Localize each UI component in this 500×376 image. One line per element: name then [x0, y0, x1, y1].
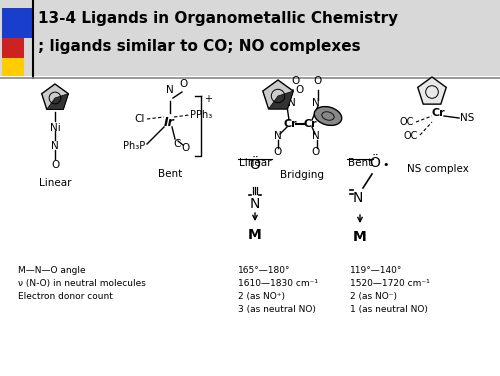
Polygon shape	[47, 94, 68, 109]
Text: Bent: Bent	[348, 158, 372, 168]
Text: N: N	[353, 191, 363, 205]
Text: PPh₃: PPh₃	[190, 110, 212, 120]
Text: 119°—140°: 119°—140°	[350, 266, 403, 275]
Bar	[2, 58, 24, 76]
Text: O: O	[51, 160, 59, 170]
Text: 2 (as NO⁺): 2 (as NO⁺)	[238, 292, 285, 301]
Text: O: O	[274, 147, 282, 157]
Text: NS complex: NS complex	[407, 164, 469, 174]
Text: Cl: Cl	[134, 114, 145, 124]
Text: Cr: Cr	[303, 119, 317, 129]
Bar	[2, 38, 24, 58]
Text: O: O	[291, 76, 299, 86]
Text: N: N	[250, 197, 260, 211]
Text: 1520—1720 cm⁻¹: 1520—1720 cm⁻¹	[350, 279, 430, 288]
Text: N: N	[288, 98, 296, 108]
Text: M—N—O angle: M—N—O angle	[18, 266, 86, 275]
Text: Ir: Ir	[164, 116, 174, 129]
Text: M: M	[353, 230, 367, 244]
Text: 1 (as neutral NO): 1 (as neutral NO)	[350, 305, 428, 314]
Text: NS: NS	[460, 113, 474, 123]
Bar	[2, 8, 32, 38]
Text: Bridging: Bridging	[280, 170, 324, 180]
Text: Cr: Cr	[431, 108, 445, 118]
Text: O: O	[314, 76, 322, 86]
Text: Ö: Ö	[250, 158, 260, 172]
Text: 1610—1830 cm⁻¹: 1610—1830 cm⁻¹	[238, 279, 318, 288]
Polygon shape	[263, 80, 293, 109]
Text: Ph₃P: Ph₃P	[123, 141, 145, 151]
Text: OC: OC	[400, 117, 414, 127]
Text: 2 (as NO⁻): 2 (as NO⁻)	[350, 292, 397, 301]
Text: O: O	[179, 79, 187, 89]
Text: O: O	[296, 85, 304, 95]
Text: Ö: Ö	[370, 156, 380, 170]
Text: N: N	[312, 131, 320, 141]
Text: N: N	[51, 141, 59, 151]
Text: 165°—180°: 165°—180°	[238, 266, 290, 275]
Text: N: N	[166, 85, 174, 95]
Polygon shape	[418, 77, 446, 104]
Text: +: +	[204, 94, 212, 104]
Text: M: M	[248, 228, 262, 242]
Text: OC: OC	[404, 131, 418, 141]
Ellipse shape	[314, 106, 342, 126]
Text: 13-4 Ligands in Organometallic Chemistry: 13-4 Ligands in Organometallic Chemistry	[38, 11, 398, 26]
Text: 3 (as neutral NO): 3 (as neutral NO)	[238, 305, 316, 314]
Polygon shape	[42, 84, 68, 109]
Text: N: N	[282, 98, 290, 108]
Text: Electron donor count: Electron donor count	[18, 292, 113, 301]
Text: Ni: Ni	[50, 123, 60, 133]
Text: •: •	[383, 160, 389, 170]
Text: ν (N-O) in neutral molecules: ν (N-O) in neutral molecules	[18, 279, 146, 288]
Text: Linear: Linear	[39, 178, 72, 188]
Text: ; ligands similar to CO; NO complexes: ; ligands similar to CO; NO complexes	[38, 38, 360, 53]
Text: N: N	[274, 131, 282, 141]
Text: Linear: Linear	[239, 158, 271, 168]
Text: N: N	[312, 98, 320, 108]
Text: O: O	[181, 143, 189, 153]
Text: C: C	[174, 139, 180, 149]
Bar	[0, 0, 500, 76]
Polygon shape	[268, 91, 293, 109]
Text: Bent: Bent	[158, 169, 182, 179]
Text: Cr: Cr	[283, 119, 297, 129]
Text: O: O	[312, 147, 320, 157]
